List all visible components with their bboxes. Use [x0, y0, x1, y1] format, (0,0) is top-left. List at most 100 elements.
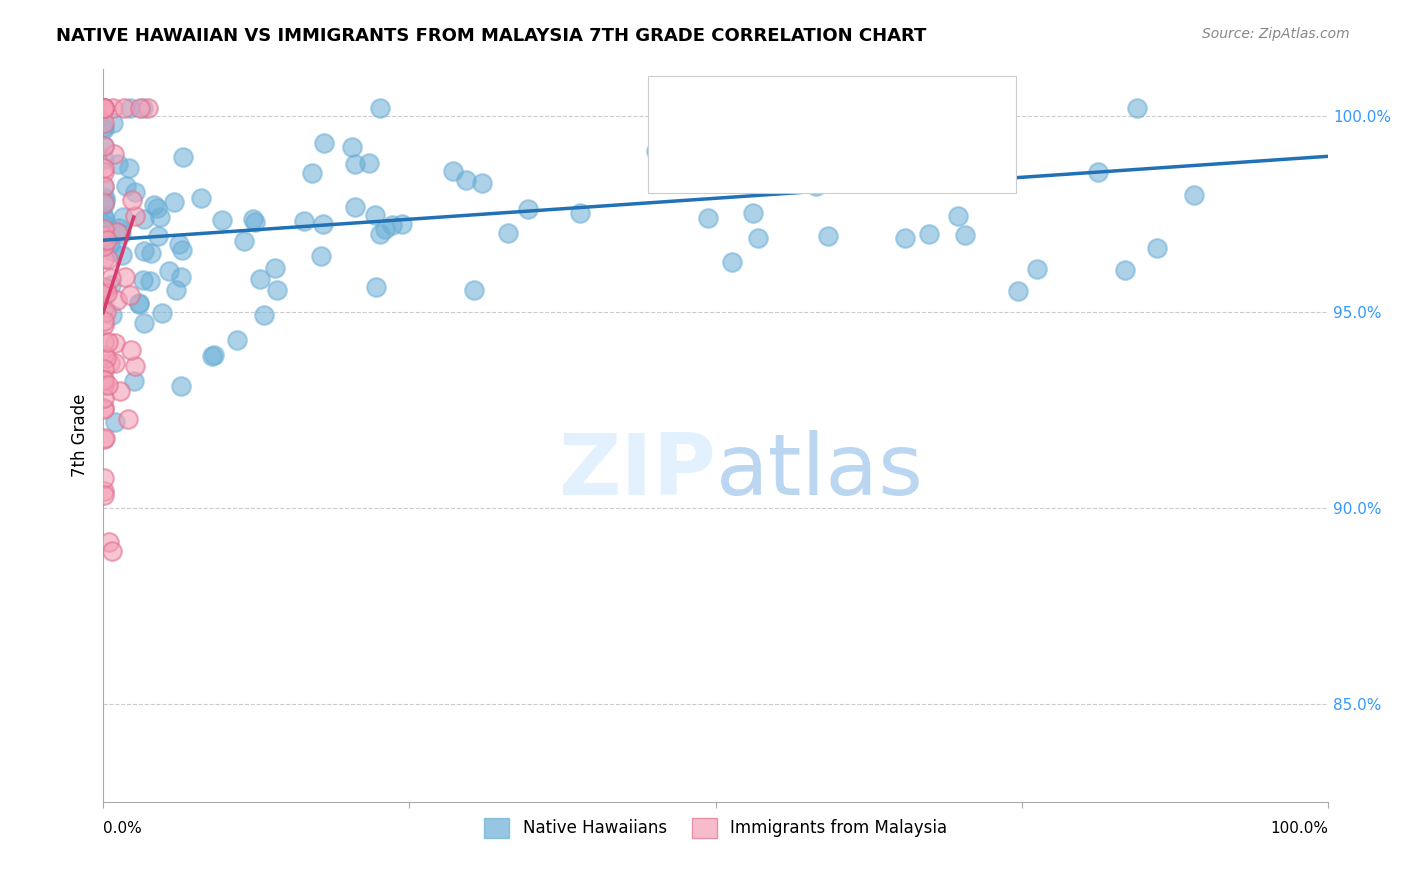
Point	[94, 191, 117, 205]
Point	[93, 377, 115, 392]
Text: Source: ZipAtlas.com: Source: ZipAtlas.com	[1202, 27, 1350, 41]
Point	[111, 248, 134, 262]
Point	[98, 356, 121, 370]
Point	[120, 101, 142, 115]
Point	[149, 210, 172, 224]
Point	[120, 343, 142, 357]
Point	[93, 161, 115, 175]
Point	[242, 212, 264, 227]
Point	[93, 334, 115, 349]
Point	[94, 431, 117, 445]
Point	[132, 211, 155, 226]
Point	[721, 255, 744, 269]
Text: atlas: atlas	[716, 430, 924, 513]
Point	[121, 193, 143, 207]
Point	[696, 211, 718, 226]
Point	[107, 157, 129, 171]
Point	[93, 120, 115, 135]
Point	[202, 348, 225, 362]
Point	[852, 151, 875, 165]
Point	[142, 197, 165, 211]
Point	[391, 217, 413, 231]
Point	[374, 221, 396, 235]
Point	[96, 233, 118, 247]
Point	[312, 217, 335, 231]
Point	[170, 379, 193, 393]
Point	[122, 375, 145, 389]
Point	[932, 145, 955, 160]
Point	[93, 152, 115, 166]
Point	[104, 356, 127, 370]
Y-axis label: 7th Grade: 7th Grade	[72, 393, 89, 476]
Point	[132, 316, 155, 330]
Point	[211, 212, 233, 227]
Point	[93, 197, 115, 211]
Point	[311, 249, 333, 263]
Point	[201, 349, 224, 363]
Point	[516, 202, 538, 216]
Point	[132, 273, 155, 287]
Point	[96, 285, 118, 300]
Point	[93, 101, 115, 115]
Point	[94, 282, 117, 296]
Point	[111, 210, 134, 224]
Point	[1087, 164, 1109, 178]
Point	[93, 211, 115, 225]
Point	[93, 116, 115, 130]
Point	[93, 348, 115, 362]
Point	[98, 236, 121, 251]
Point	[93, 432, 115, 446]
Point	[136, 101, 159, 115]
Point	[112, 101, 135, 115]
Point	[93, 252, 115, 267]
Point	[96, 351, 118, 366]
Point	[301, 166, 323, 180]
Point	[93, 196, 115, 211]
Point	[97, 378, 120, 392]
Point	[93, 402, 115, 417]
Point	[94, 194, 117, 209]
Text: ZIP: ZIP	[558, 430, 716, 513]
Point	[441, 163, 464, 178]
Point	[124, 359, 146, 374]
Point	[454, 172, 477, 186]
Point	[114, 270, 136, 285]
Point	[245, 215, 267, 229]
Point	[93, 222, 115, 236]
Point	[93, 362, 115, 376]
Point	[104, 336, 127, 351]
Point	[172, 150, 194, 164]
Point	[101, 308, 124, 322]
Point	[118, 161, 141, 175]
Point	[669, 101, 692, 115]
Point	[124, 186, 146, 200]
Point	[364, 280, 387, 294]
Point	[817, 229, 839, 244]
Point	[766, 101, 789, 115]
Point	[93, 391, 115, 405]
Point	[169, 237, 191, 252]
Point	[1182, 188, 1205, 202]
Point	[232, 234, 254, 248]
Point	[146, 229, 169, 244]
Point	[93, 318, 115, 333]
Point	[100, 278, 122, 293]
Point	[93, 373, 115, 387]
Point	[108, 220, 131, 235]
Point	[747, 231, 769, 245]
Point	[93, 301, 115, 315]
Point	[146, 201, 169, 215]
Point	[93, 139, 115, 153]
Point	[94, 236, 117, 251]
Point	[343, 200, 366, 214]
Point	[312, 136, 335, 150]
Point	[742, 206, 765, 220]
Point	[93, 210, 115, 224]
Point	[225, 334, 247, 348]
Point	[657, 171, 679, 186]
Point	[132, 101, 155, 115]
Point	[124, 209, 146, 223]
Point	[381, 218, 404, 232]
Point	[97, 252, 120, 267]
Point	[134, 244, 156, 259]
